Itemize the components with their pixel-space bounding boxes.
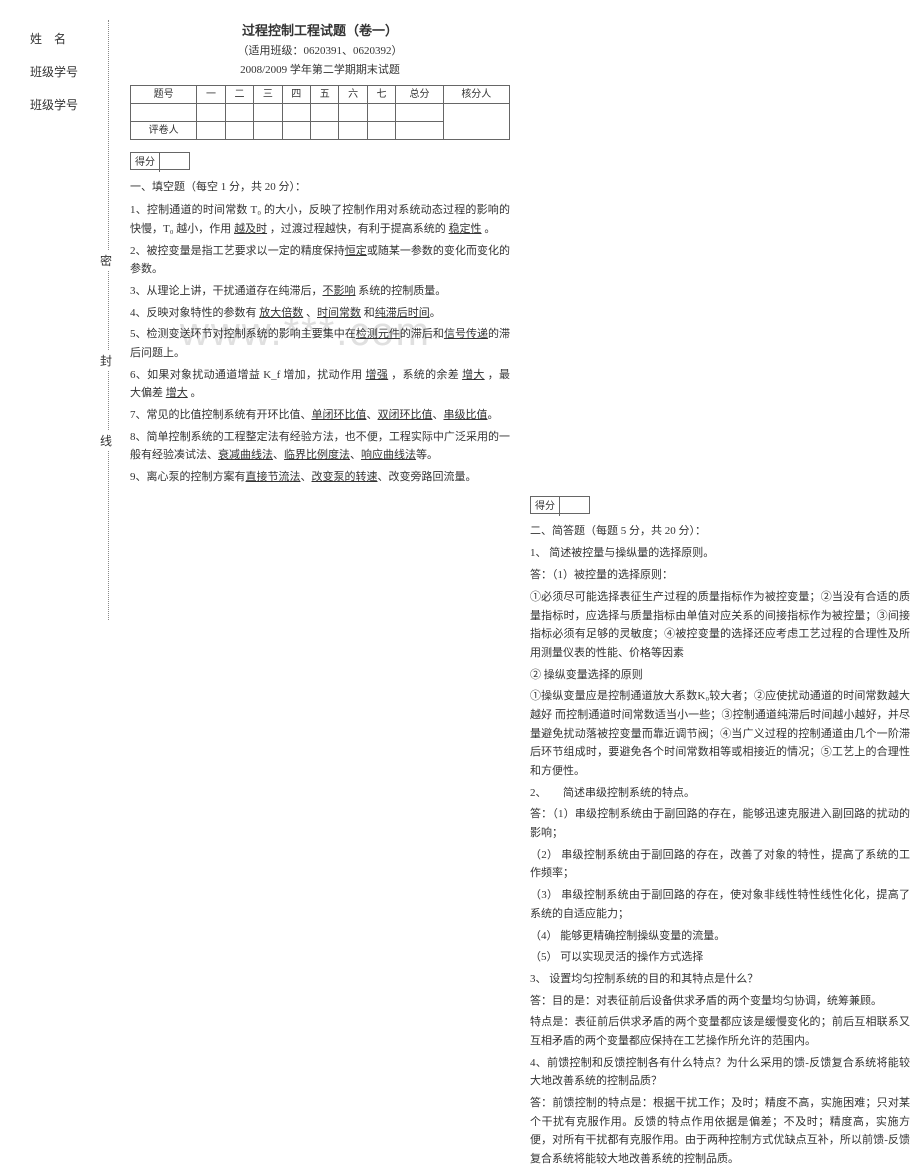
q6: 6、如果对象扰动通道增益 K_f 增加，扰动作用 增强 ，系统的余差 增大 ，最… <box>130 366 510 403</box>
class-id-label-1: 班级学号 <box>30 63 102 80</box>
exam-subtitle-2: 2008/2009 学年第二学期期末试题 <box>130 61 510 80</box>
th-1: 一 <box>197 86 225 104</box>
binding-line <box>108 20 109 620</box>
th-6: 六 <box>339 86 367 104</box>
q8: 8、简单控制系统的工程整定法有经验方法，也不便，工程实际中广泛采用的一般有经验凑… <box>130 428 510 465</box>
score-table: 题号 一 二 三 四 五 六 七 总分 核分人 评卷人 <box>130 85 510 140</box>
r-a1: ①必须尽可能选择表征生产过程的质量指标作为被控变量；②当没有合适的质量指标时，应… <box>530 588 910 663</box>
r-a4: 答：前馈控制的特点是：根据干扰工作；及时；精度不高，实施困难；只对某个干扰有克服… <box>530 1094 910 1169</box>
seal-char-1: 密 <box>100 250 112 271</box>
r-q2: 2、 简述串级控制系统的特点。 <box>530 784 910 803</box>
left-column: 过程控制工程试题（卷一） （适用班级：0620391、0620392） 2008… <box>130 20 510 487</box>
th-0: 题号 <box>131 86 197 104</box>
right-column: 得分 二、简答题（每题 5 分，共 20 分）： 1、 简述被控量与操纵量的选择… <box>530 490 910 1169</box>
grader-label: 评卷人 <box>131 122 197 140</box>
th-9: 核分人 <box>443 86 509 104</box>
section-2-heading: 二、简答题（每题 5 分，共 20 分）： <box>530 522 910 541</box>
score-box-2: 得分 <box>530 496 590 514</box>
th-3: 三 <box>254 86 282 104</box>
r-q4: 4、前馈控制和反馈控制各有什么特点？为什么采用的馈-反馈复合系统将能较大地改善系… <box>530 1054 910 1091</box>
r-a3b: 特点是：表征前后供求矛盾的两个变量都应该是缓慢变化的；前后互相联系又互相矛盾的两… <box>530 1013 910 1050</box>
th-2: 二 <box>225 86 253 104</box>
r-a1c: ①操纵变量应是控制通道放大系数K₀较大者；②应使扰动通道的时间常数越大越好 而控… <box>530 687 910 780</box>
q2: 2、被控变量是指工艺要求以一定的精度保持恒定或随某一参数的变化而变化的参数。 <box>130 242 510 279</box>
exam-subtitle-1: （适用班级：0620391、0620392） <box>130 42 510 61</box>
q1: 1、控制通道的时间常数 T₀ 的大小，反映了控制作用对系统动态过程的影响的快慢，… <box>130 201 510 238</box>
r-a2e: （5） 可以实现灵活的操作方式选择 <box>530 948 910 967</box>
r-q3: 3、 设置均匀控制系统的目的和其特点是什么？ <box>530 970 910 989</box>
section-1-heading: 一、填空题（每空 1 分，共 20 分）： <box>130 178 510 197</box>
class-id-label-2: 班级学号 <box>30 96 102 113</box>
r-a2: 答：（1）串级控制系统由于副回路的存在，能够迅速克服进入副回路的扰动的影响； <box>530 805 910 842</box>
r-a2d: （4） 能够更精确控制操纵变量的流量。 <box>530 927 910 946</box>
q5: 5、检测变送环节对控制系统的影响主要集中在检测元件的滞后和信号传递的滞后问题上。 <box>130 325 510 362</box>
th-8: 总分 <box>396 86 443 104</box>
th-5: 五 <box>311 86 339 104</box>
q4: 4、反映对象特性的参数有 放大倍数 、时间常数 和纯滞后时间。 <box>130 304 510 323</box>
seal-char-2: 封 <box>100 350 112 371</box>
th-7: 七 <box>367 86 395 104</box>
name-label: 姓 名 <box>30 30 102 47</box>
q7: 7、常见的比值控制系统有开环比值、单闭环比值、双闭环比值、串级比值。 <box>130 406 510 425</box>
exam-title: 过程控制工程试题（卷一） <box>130 20 510 42</box>
left-margin: 姓 名 班级学号 班级学号 <box>0 0 110 650</box>
r-a1b: ② 操纵变量选择的原则 <box>530 666 910 685</box>
q9: 9、离心泵的控制方案有直接节流法、改变泵的转速、改变旁路回流量。 <box>130 468 510 487</box>
q3: 3、从理论上讲，干扰通道存在纯滞后，不影响 系统的控制质量。 <box>130 282 510 301</box>
r-q1: 1、 简述被控量与操纵量的选择原则。 <box>530 544 910 563</box>
r-a1h: 答：（1）被控量的选择原则： <box>530 566 910 585</box>
score-box-1: 得分 <box>130 152 190 170</box>
r-a2b: （2） 串级控制系统由于副回路的存在，改善了对象的特性，提高了系统的工作频率； <box>530 846 910 883</box>
r-a3: 答：目的是：对表征前后设备供求矛盾的两个变量均匀协调，统筹兼顾。 <box>530 992 910 1011</box>
th-4: 四 <box>282 86 310 104</box>
r-a2c: （3） 串级控制系统由于副回路的存在，使对象非线性特性线性化化，提高了系统的自适… <box>530 886 910 923</box>
seal-char-3: 线 <box>100 430 112 451</box>
